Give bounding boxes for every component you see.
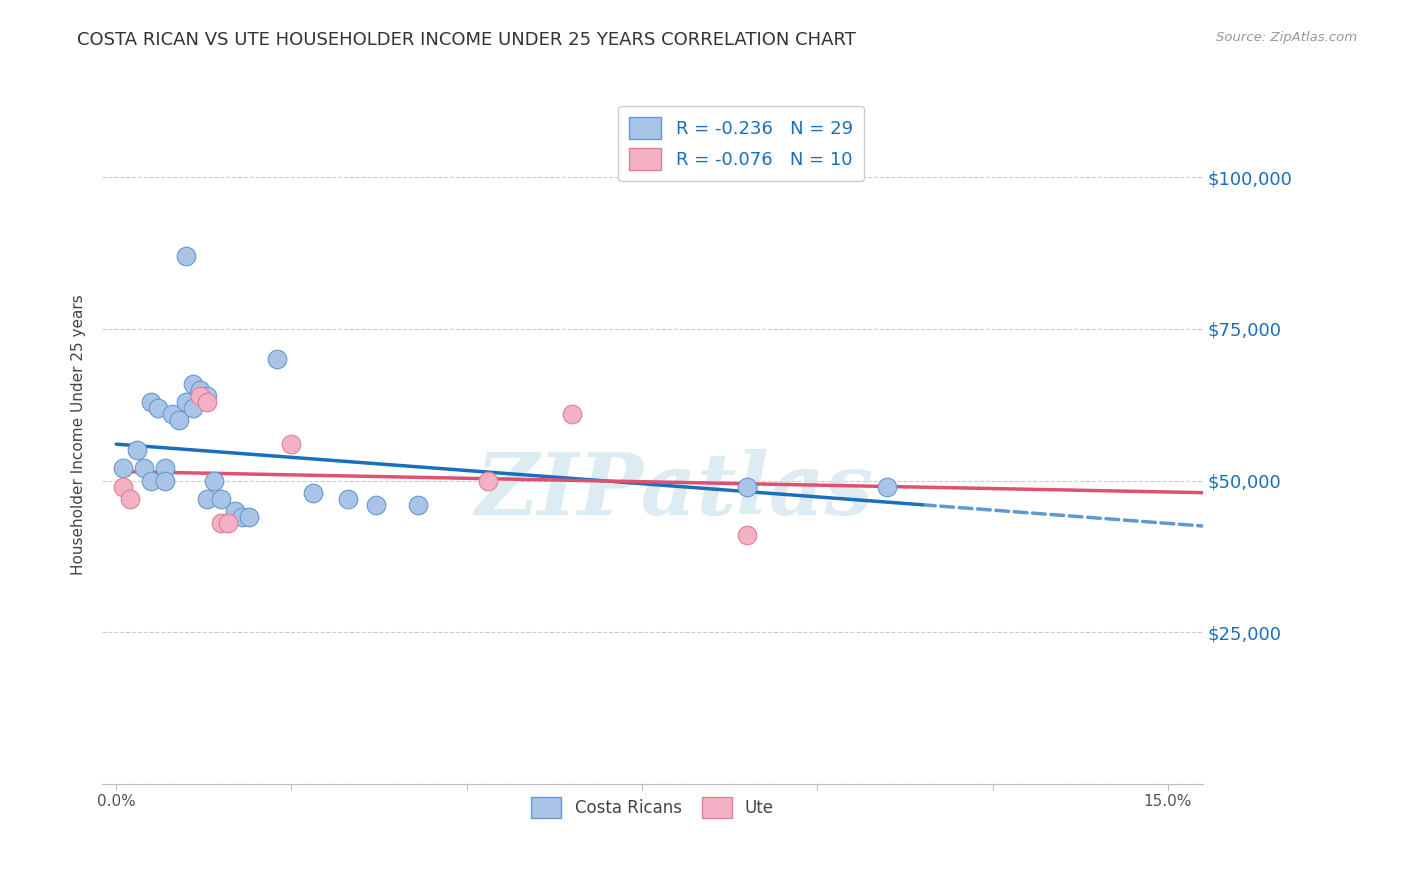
Point (266, 352, 288, 367)
Point (209, 491, 232, 506)
Point (190, 383, 212, 397)
Point (195, 389, 218, 403)
Point (112, 461, 135, 475)
Point (217, 516, 239, 530)
Point (120, 491, 142, 506)
Point (202, 474, 225, 488)
Point (176, 249, 198, 263)
Point (336, 491, 359, 506)
Point (477, 474, 499, 488)
Point (364, 498, 387, 512)
Point (176, 394, 198, 409)
Y-axis label: Householder Income Under 25 years: Householder Income Under 25 years (72, 294, 86, 575)
Point (209, 516, 232, 530)
Point (112, 480, 135, 494)
Point (195, 394, 218, 409)
Point (735, 528, 758, 542)
Point (162, 407, 184, 421)
Point (195, 491, 218, 506)
Point (231, 509, 253, 524)
Point (280, 437, 302, 451)
Point (301, 485, 323, 500)
Point (148, 401, 170, 415)
Point (141, 394, 163, 409)
Point (406, 498, 429, 512)
Point (141, 474, 163, 488)
Point (183, 401, 205, 415)
Text: ZIPatlas: ZIPatlas (475, 449, 873, 533)
Point (876, 480, 898, 494)
Point (127, 443, 149, 458)
Point (735, 480, 758, 494)
Legend: Costa Ricans, Ute: Costa Ricans, Ute (524, 790, 780, 824)
Text: Source: ZipAtlas.com: Source: ZipAtlas.com (1216, 31, 1357, 45)
Point (134, 461, 156, 475)
Point (183, 376, 205, 391)
Point (190, 389, 212, 403)
Point (169, 413, 191, 427)
Text: COSTA RICAN VS UTE HOUSEHOLDER INCOME UNDER 25 YEARS CORRELATION CHART: COSTA RICAN VS UTE HOUSEHOLDER INCOME UN… (77, 31, 856, 49)
Point (155, 474, 177, 488)
Point (224, 504, 246, 518)
Point (561, 407, 583, 421)
Point (155, 461, 177, 475)
Point (238, 509, 260, 524)
